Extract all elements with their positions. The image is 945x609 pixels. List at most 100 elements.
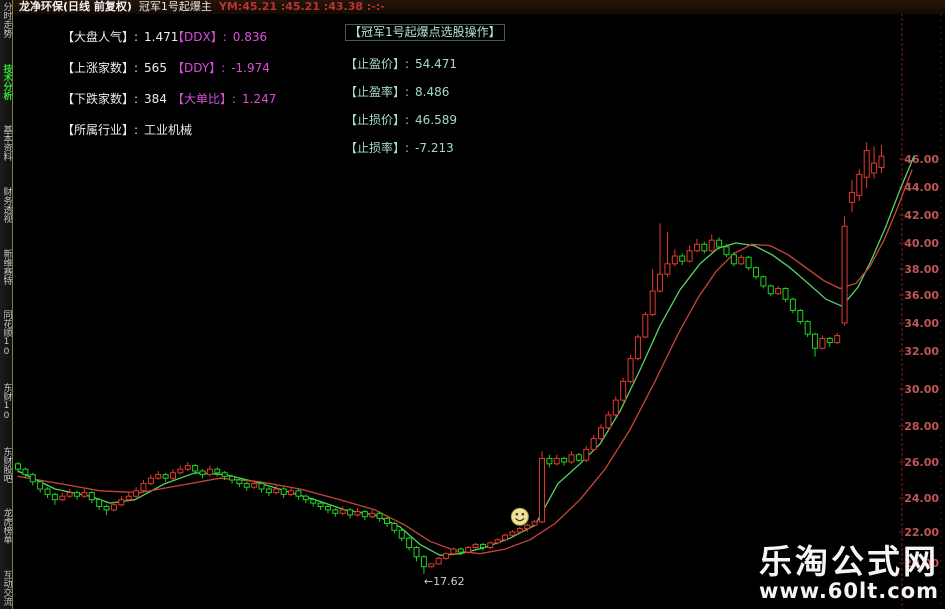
info-value: -1.974 <box>231 61 270 75</box>
candle <box>753 267 759 278</box>
axis-label: 32.00 <box>904 345 939 358</box>
candle <box>487 542 494 548</box>
candle <box>642 314 649 338</box>
axis-label: 42.00 <box>904 209 939 222</box>
candle <box>657 273 664 292</box>
candle <box>44 488 51 495</box>
candle <box>848 192 855 203</box>
candle <box>59 495 66 501</box>
low-price-annotation: ←17.62 <box>424 575 465 588</box>
info-value: 工业机械 <box>144 123 193 137</box>
candle <box>133 490 140 497</box>
candle <box>169 472 176 479</box>
info-value: 1.247 <box>242 92 277 106</box>
candle <box>465 547 472 553</box>
candle <box>708 239 715 252</box>
axis-label: 24.00 <box>904 492 939 505</box>
candle <box>420 556 427 568</box>
sidebar-item-4[interactable]: 财务透视 <box>1 186 12 223</box>
axis-label: 40.00 <box>904 237 939 250</box>
candle <box>494 539 501 544</box>
info-row: 【止盈率】: 8.486 <box>345 85 505 99</box>
candle <box>140 483 147 492</box>
info-label: 【止盈价】: <box>345 57 410 71</box>
dd-indicator-panel: 【DDX】: 0.836 【DDY】: -1.974 【大单比】: 1.247 <box>172 30 276 106</box>
candle <box>738 256 745 265</box>
candle <box>679 255 686 262</box>
sidebar-item-8[interactable]: 东财股吧 <box>1 446 12 483</box>
info-label: 【DDX】: <box>172 30 227 44</box>
candle <box>295 490 302 497</box>
candle <box>730 254 737 265</box>
candle <box>243 483 250 488</box>
axis-label: 36.00 <box>904 289 939 302</box>
candle <box>110 504 117 511</box>
candle <box>878 155 885 168</box>
candles-group <box>15 142 885 574</box>
sidebar-item-6[interactable]: 同花顺10 <box>1 310 12 358</box>
candle <box>745 256 752 269</box>
candle <box>236 479 243 485</box>
candle <box>147 477 154 485</box>
candle <box>265 488 272 494</box>
candle <box>546 457 553 465</box>
sidebar: 分时走势技术分析基本资料财务透视新维赛特同花顺10 东财10 东财股吧龙虎榜单互动交… <box>0 0 13 609</box>
candle <box>627 358 634 382</box>
candle <box>37 481 44 490</box>
info-label: 【DDY】: <box>172 61 226 75</box>
info-row: 【DDX】: 0.836 <box>172 30 276 44</box>
title-bar: 龙净环保(日线 前复权) 冠军1号起爆主 YM:45.21 :45.21 :43… <box>13 0 945 14</box>
candle <box>177 468 184 474</box>
candle <box>834 335 841 344</box>
axis-label: 38.00 <box>904 263 939 276</box>
info-value: 0.836 <box>232 30 268 44</box>
candle <box>538 457 545 523</box>
candle <box>29 474 36 483</box>
candle <box>413 547 420 558</box>
candle <box>575 454 582 461</box>
candle <box>96 499 103 508</box>
candle <box>184 465 191 470</box>
candle <box>354 511 361 516</box>
candle <box>553 457 560 465</box>
axis-label: 22.00 <box>904 526 939 539</box>
sidebar-item-3[interactable]: 基本资料 <box>1 125 12 162</box>
axis-label: 44.00 <box>904 181 939 194</box>
candle <box>472 543 479 549</box>
candle <box>221 472 228 477</box>
candle <box>767 285 774 295</box>
sidebar-item-10[interactable]: 互动交流 <box>1 569 12 606</box>
candle <box>273 488 280 494</box>
sidebar-item-5[interactable]: 新维赛特 <box>1 248 12 285</box>
sidebar-item-1[interactable]: 分时走势 <box>1 2 12 38</box>
candle <box>760 276 767 287</box>
candle <box>384 517 390 525</box>
candle <box>605 414 612 429</box>
candle <box>797 309 804 323</box>
strategy-panel: 【冠军1号起爆点选股操作】 【止盈价】: 54.471 【止盈率】: 8.486 【止损… <box>345 24 505 155</box>
candle <box>583 448 590 461</box>
candle <box>258 483 265 490</box>
candle <box>435 557 442 565</box>
candle <box>789 298 796 311</box>
sidebar-item-7[interactable]: 东财10 <box>1 382 12 421</box>
candle <box>598 427 605 440</box>
sidebar-item-2[interactable]: 技术分析 <box>1 63 12 100</box>
candle <box>332 509 339 514</box>
candle <box>693 243 700 252</box>
info-value: -7.213 <box>415 141 454 155</box>
candle <box>620 380 627 401</box>
candle <box>775 288 782 295</box>
candle <box>701 243 708 252</box>
candle <box>66 492 73 497</box>
stock-title: 龙净环保(日线 前复权) <box>19 0 132 13</box>
info-row: 【上涨家数】: 565 <box>62 61 192 75</box>
candle <box>450 548 457 555</box>
sidebar-item-9[interactable]: 龙虎榜单 <box>1 508 12 545</box>
candle <box>406 537 413 549</box>
info-row: 【大盘人气】: 1.471 <box>62 30 192 44</box>
info-row: 【DDY】: -1.974 <box>172 61 276 75</box>
quote-values: YM:45.21 :45.21 :43.38 :-:- <box>218 0 385 13</box>
info-label: 【止损率】: <box>345 141 410 155</box>
